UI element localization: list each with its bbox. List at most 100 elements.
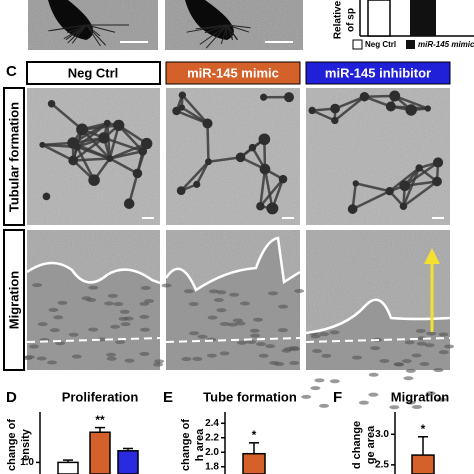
cell: [237, 340, 248, 345]
cell: [438, 350, 449, 355]
cell-cluster: [399, 180, 411, 192]
cell: [403, 376, 414, 381]
tube: [72, 122, 108, 145]
cell-cluster: [98, 132, 110, 144]
cell: [188, 302, 199, 307]
sprout: [86, 24, 116, 33]
cell: [124, 358, 135, 363]
sprout: [204, 24, 228, 34]
cell: [229, 292, 240, 297]
cell-cluster: [205, 158, 212, 166]
spheroid: [185, 0, 234, 40]
panel-letter: D: [6, 389, 17, 406]
cell: [139, 314, 150, 319]
legend-swatch: [352, 39, 363, 50]
cell-cluster: [141, 137, 153, 150]
decoration: [22, 0, 455, 410]
bar: [57, 461, 79, 474]
cell: [438, 332, 449, 337]
cell: [47, 360, 58, 365]
sprout: [67, 24, 87, 34]
cell: [104, 301, 115, 306]
cell: [433, 368, 444, 373]
cell: [24, 355, 35, 360]
sprout: [205, 24, 228, 49]
cell: [106, 356, 117, 361]
cell: [278, 304, 289, 309]
sprout: [226, 24, 233, 39]
cell: [189, 331, 200, 336]
axis-label: change of: [6, 419, 18, 471]
axis-label: change of: [180, 419, 192, 471]
cell: [227, 322, 238, 327]
cell: [425, 391, 436, 396]
cell-cluster: [259, 163, 271, 175]
panel-letter: C: [6, 63, 17, 80]
legend-swatch: [406, 40, 415, 49]
cell: [258, 353, 269, 358]
tube: [352, 190, 391, 211]
chart-title: Tube formation: [203, 389, 297, 404]
cell: [310, 386, 321, 391]
cell: [389, 405, 400, 410]
significance: *: [252, 428, 257, 442]
axis-label: ensity: [20, 428, 32, 461]
tube: [206, 123, 210, 162]
cell: [289, 361, 300, 366]
legend-label: miR-145 mimic: [418, 40, 474, 49]
tube: [208, 156, 241, 163]
sprout: [199, 24, 228, 45]
cell: [416, 341, 427, 346]
start-line: [26, 337, 161, 343]
cell: [219, 351, 230, 356]
tube: [404, 161, 439, 187]
y-tick-label: 2.5: [375, 459, 389, 470]
cell: [277, 328, 288, 333]
cell-cluster: [389, 90, 401, 102]
cell: [219, 321, 230, 326]
cell: [329, 379, 340, 384]
tube: [311, 109, 336, 122]
cell: [32, 283, 43, 288]
tube: [259, 178, 284, 208]
cell-cluster: [248, 143, 257, 152]
cell: [154, 359, 165, 364]
cell: [246, 339, 257, 344]
column-header-box: [165, 61, 301, 85]
cell: [436, 397, 447, 402]
column-header: miR-145 mimic: [187, 65, 279, 80]
tube: [108, 125, 120, 159]
cell-cluster: [283, 92, 295, 103]
column-header-box: [305, 61, 451, 85]
cell: [55, 341, 66, 346]
cell-cluster: [47, 99, 56, 108]
cell: [49, 328, 60, 333]
cell-cluster: [359, 91, 370, 102]
cell: [181, 357, 192, 362]
cell: [368, 392, 379, 397]
column-header: miR-145 inhibitor: [325, 65, 431, 80]
cell-cluster: [178, 91, 187, 99]
cell-cluster: [308, 106, 316, 115]
tube: [402, 167, 421, 207]
bar: [117, 450, 139, 474]
cell: [37, 322, 48, 327]
cell: [358, 400, 369, 405]
cell: [249, 328, 260, 333]
cell-cluster: [432, 176, 442, 187]
cell: [281, 348, 292, 353]
migration-front: [26, 261, 161, 285]
significance: *: [421, 422, 426, 436]
cell: [36, 356, 47, 361]
cell: [118, 316, 129, 321]
cell: [405, 368, 416, 373]
row-header-box: [3, 229, 25, 371]
cell-cluster: [106, 155, 114, 162]
cell: [161, 283, 172, 288]
cell-cluster: [172, 106, 181, 116]
cell: [88, 327, 99, 332]
start-line: [165, 337, 301, 343]
tube: [41, 143, 74, 162]
column-header: Neg Ctrl: [68, 65, 119, 80]
